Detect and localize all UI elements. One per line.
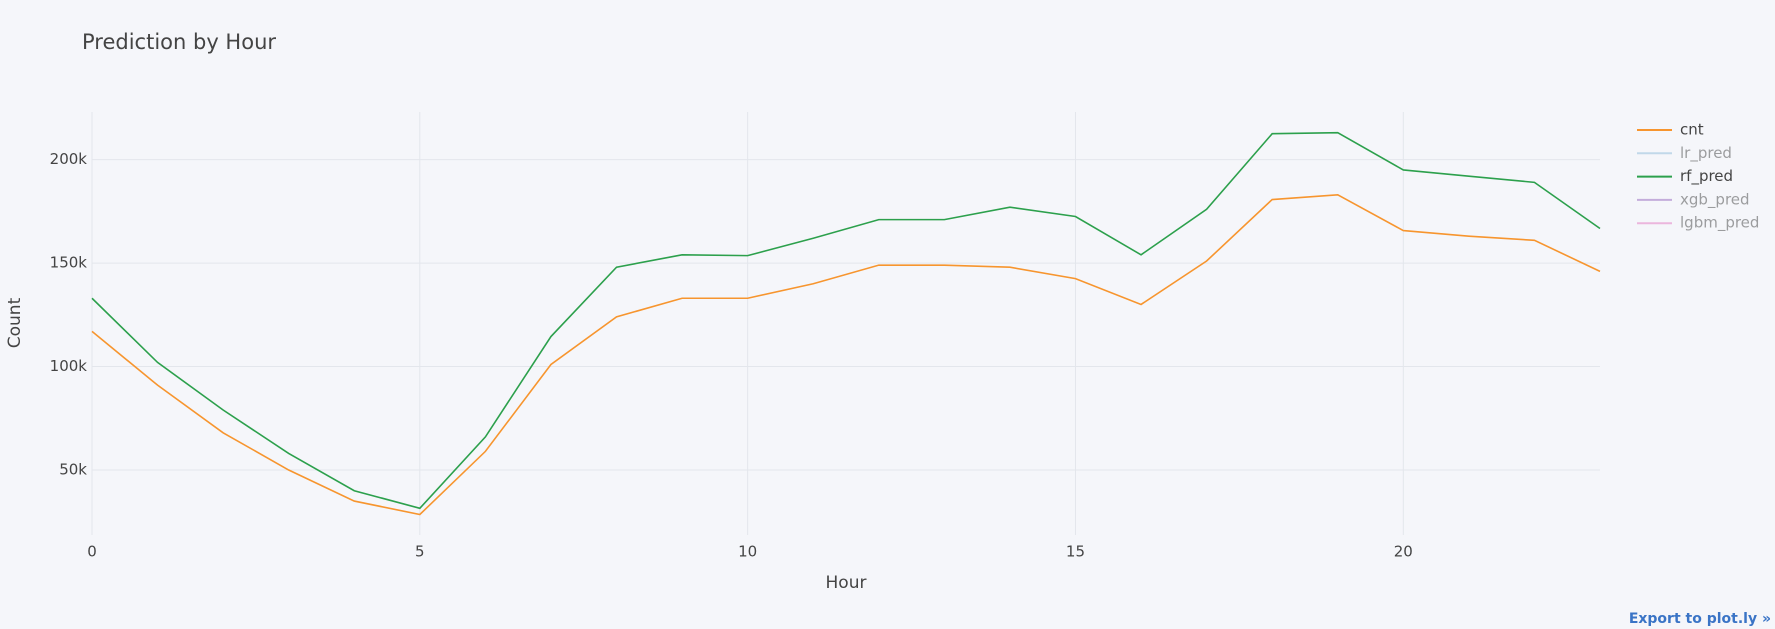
series-line bbox=[91, 193, 1601, 516]
x-tick-label: 0 bbox=[87, 543, 97, 561]
y-tick-label: 200k bbox=[50, 150, 88, 168]
legend-label[interactable]: lgbm_pred bbox=[1680, 214, 1759, 233]
legend-label[interactable]: lr_pred bbox=[1680, 144, 1732, 163]
x-axis-label: Hour bbox=[826, 573, 867, 593]
legend-label[interactable]: cnt bbox=[1680, 121, 1704, 139]
x-tick-label: 5 bbox=[415, 543, 425, 561]
y-axis-label: Count bbox=[5, 297, 25, 348]
legend-label[interactable]: xgb_pred bbox=[1680, 190, 1750, 209]
legend-label[interactable]: rf_pred bbox=[1680, 167, 1733, 186]
y-tick-label: 50k bbox=[59, 461, 87, 479]
y-tick-label: 150k bbox=[50, 254, 88, 272]
y-tick-label: 100k bbox=[50, 357, 88, 375]
export-link[interactable]: Export to plot.ly » bbox=[1629, 611, 1771, 627]
series-line bbox=[91, 131, 1601, 510]
x-tick-label: 15 bbox=[1066, 543, 1085, 561]
x-tick-label: 20 bbox=[1394, 543, 1413, 561]
chart-title: Prediction by Hour bbox=[82, 30, 276, 54]
x-tick-label: 10 bbox=[738, 543, 757, 561]
